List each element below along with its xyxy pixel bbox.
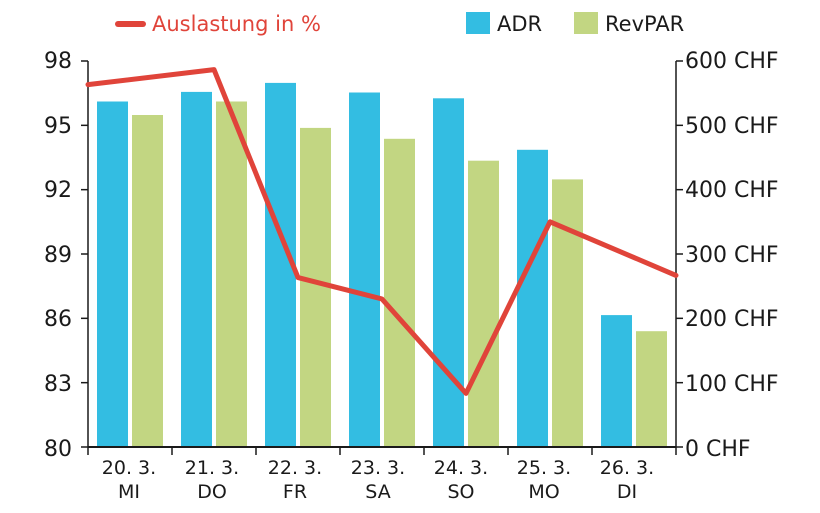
x-axis-labels: 20. 3. MI 21. 3. DO 22. 3. FR 23. 3. SA … [102,457,654,503]
adr-bar [181,91,212,448]
x-tick-day: DO [197,481,227,503]
adr-bar [517,149,548,448]
x-tick-date: 23. 3. [351,457,405,479]
right-tick-label: 100 CHF [685,372,779,397]
right-tick-label: 0 CHF [685,437,751,462]
x-tick-date: 22. 3. [268,457,322,479]
left-tick-label: 80 [44,437,72,462]
x-tick-day: DI [617,481,637,503]
left-tick-label: 92 [44,178,72,203]
right-tick-label: 500 CHF [685,114,779,139]
x-tick-date: 24. 3. [434,457,488,479]
axes [81,60,683,455]
x-tick-date: 20. 3. [102,457,156,479]
left-tick-label: 95 [44,114,72,139]
x-tick-day: MO [528,481,559,503]
right-axis: 600 CHF 500 CHF 400 CHF 300 CHF 200 CHF … [685,49,779,462]
legend-adr-label: ADR [497,12,542,36]
legend: Auslastung in % ADR RevPAR [115,12,684,36]
left-tick-label: 83 [44,372,72,397]
bars [97,82,667,448]
left-tick-label: 98 [44,49,72,74]
occupancy-line-layer [85,67,679,396]
right-tick-label: 600 CHF [685,49,779,74]
x-tick-day: SA [365,481,390,503]
revpar-bar [216,101,247,447]
legend-revpar-swatch [574,12,598,34]
x-tick-date: 21. 3. [185,457,239,479]
adr-bar [601,315,632,447]
left-tick-label: 89 [44,243,72,268]
x-tick-date: 26. 3. [600,457,654,479]
revpar-bar [468,160,499,447]
revpar-bar [132,115,163,447]
adr-bar [349,92,380,447]
revpar-bar [552,179,583,447]
left-axis: 98 95 92 89 86 83 80 [44,49,72,462]
right-tick-label: 300 CHF [685,243,779,268]
x-tick-day: FR [283,481,307,503]
adr-bar [433,98,464,448]
right-tick-label: 400 CHF [685,178,779,203]
adr-bar [97,101,128,447]
occupancy-line [85,67,679,396]
legend-line-label: Auslastung in % [152,12,321,36]
x-tick-day: SO [447,481,474,503]
legend-revpar-label: RevPAR [605,12,684,36]
left-tick-label: 86 [44,307,72,332]
right-tick-label: 200 CHF [685,307,779,332]
revpar-bar [384,138,415,448]
revpar-bar [636,331,667,447]
legend-adr-swatch [466,12,490,34]
revpar-bar [300,127,331,448]
x-tick-day: MI [118,481,140,503]
x-tick-date: 25. 3. [517,457,571,479]
